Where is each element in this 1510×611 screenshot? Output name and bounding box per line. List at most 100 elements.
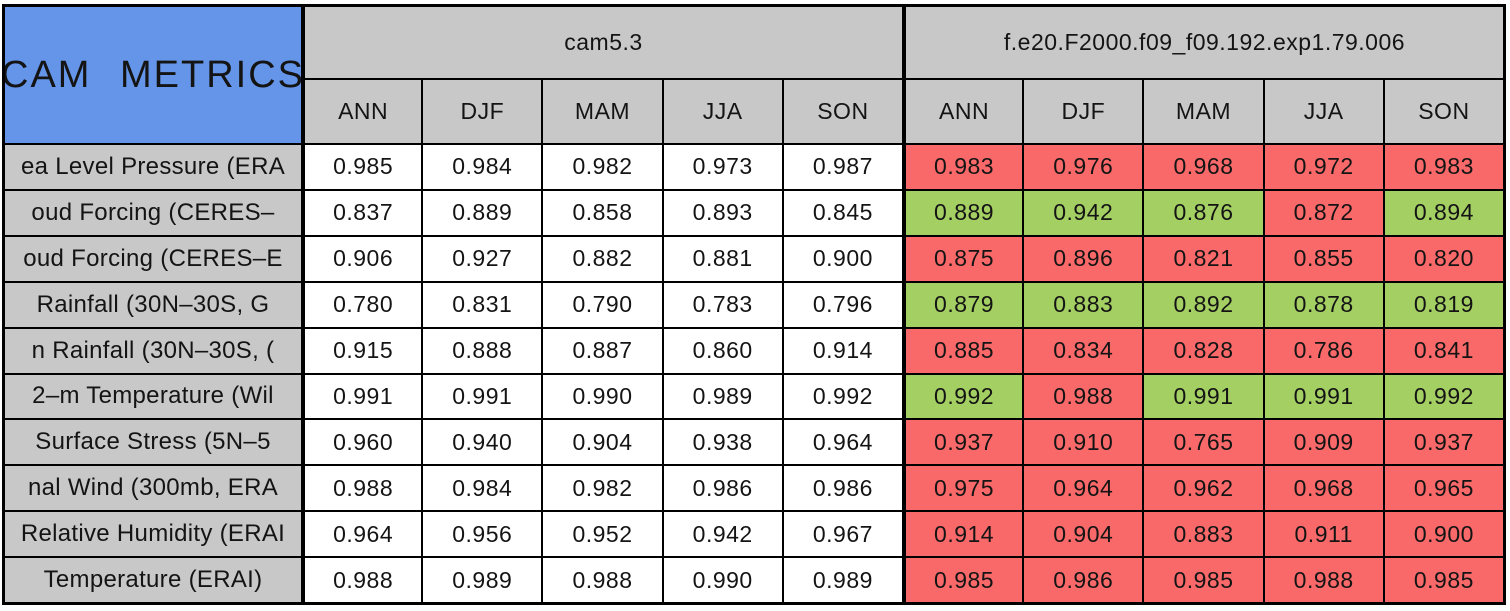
season-header-exp-ann: ANN	[903, 80, 1023, 143]
metric-value-cam: 0.988	[303, 558, 422, 602]
metric-value-exp-better: 0.992	[1384, 374, 1503, 419]
column-group-cam5-3: cam5.3	[303, 7, 902, 78]
metric-value-cam: 0.973	[663, 145, 782, 189]
metric-value-cam: 0.989	[783, 558, 902, 602]
row-label: Surface Stress (5N–5	[5, 420, 301, 465]
metric-value-cam: 0.796	[783, 282, 902, 327]
metric-value-exp-worse: 0.972	[1264, 145, 1383, 189]
column-group-experiment: f.e20.F2000.f09_f09.192.exp1.79.006	[903, 7, 1503, 78]
metric-value-exp-worse: 0.909	[1264, 420, 1383, 465]
metric-value-exp-better: 0.889	[903, 190, 1023, 235]
metric-value-cam: 0.906	[303, 236, 422, 281]
metric-value-exp-worse: 0.786	[1264, 328, 1383, 373]
metric-value-cam: 0.904	[543, 420, 662, 465]
season-header-exp-djf: DJF	[1024, 80, 1143, 143]
metric-value-exp-better: 0.992	[903, 374, 1023, 419]
metric-value-exp-better: 0.819	[1384, 282, 1503, 327]
metric-value-exp-worse: 0.985	[1384, 558, 1503, 602]
metric-value-cam: 0.985	[303, 145, 422, 189]
metric-value-exp-better: 0.894	[1384, 190, 1503, 235]
metric-value-exp-worse: 0.820	[1384, 236, 1503, 281]
metric-value-cam: 0.790	[543, 282, 662, 327]
metric-value-exp-worse: 0.855	[1264, 236, 1383, 281]
metric-value-exp-worse: 0.964	[1024, 466, 1143, 511]
metric-value-exp-worse: 0.976	[1024, 145, 1143, 189]
metric-value-cam: 0.893	[663, 190, 782, 235]
row-label: oud Forcing (CERES–	[5, 190, 301, 235]
metric-value-cam: 0.984	[423, 466, 542, 511]
metric-value-exp-worse: 0.914	[903, 512, 1023, 557]
metric-value-cam: 0.988	[543, 558, 662, 602]
metric-value-cam: 0.837	[303, 190, 422, 235]
season-header-cam-djf: DJF	[423, 80, 542, 143]
metric-value-cam: 0.940	[423, 420, 542, 465]
metric-value-exp-worse: 0.821	[1144, 236, 1263, 281]
season-header-exp-jja: JJA	[1264, 80, 1383, 143]
metric-value-exp-worse: 0.904	[1024, 512, 1143, 557]
metric-value-exp-worse: 0.937	[903, 420, 1023, 465]
metric-value-exp-worse: 0.983	[1384, 145, 1503, 189]
metric-value-exp-worse: 0.875	[903, 236, 1023, 281]
metric-value-cam: 0.889	[423, 190, 542, 235]
row-label: 2–m Temperature (Wil	[5, 374, 301, 419]
metric-value-cam: 0.986	[663, 466, 782, 511]
season-header-cam-ann: ANN	[303, 80, 422, 143]
metric-value-cam: 0.887	[543, 328, 662, 373]
metric-value-cam: 0.900	[783, 236, 902, 281]
season-header-cam-son: SON	[783, 80, 902, 143]
metric-value-cam: 0.860	[663, 328, 782, 373]
metric-value-cam: 0.831	[423, 282, 542, 327]
metric-value-cam: 0.964	[783, 420, 902, 465]
metric-value-exp-worse: 0.985	[1144, 558, 1263, 602]
row-label: ea Level Pressure (ERA	[5, 145, 301, 189]
metric-value-cam: 0.956	[423, 512, 542, 557]
metric-value-cam: 0.967	[783, 512, 902, 557]
metric-value-cam: 0.982	[543, 145, 662, 189]
season-header-exp-mam: MAM	[1144, 80, 1263, 143]
metric-value-exp-worse: 0.883	[1144, 512, 1263, 557]
metric-value-exp-worse: 0.828	[1144, 328, 1263, 373]
metric-value-exp-worse: 0.885	[903, 328, 1023, 373]
metric-value-exp-better: 0.878	[1264, 282, 1383, 327]
metric-value-cam: 0.942	[663, 512, 782, 557]
metric-value-cam: 0.888	[423, 328, 542, 373]
metric-value-exp-worse: 0.985	[903, 558, 1023, 602]
season-header-cam-mam: MAM	[543, 80, 662, 143]
metric-value-cam: 0.927	[423, 236, 542, 281]
metric-value-cam: 0.783	[663, 282, 782, 327]
metric-value-exp-worse: 0.900	[1384, 512, 1503, 557]
metric-value-cam: 0.882	[543, 236, 662, 281]
metric-value-exp-worse: 0.965	[1384, 466, 1503, 511]
metric-value-exp-worse: 0.988	[1264, 558, 1383, 602]
metric-value-exp-better: 0.876	[1144, 190, 1263, 235]
metric-value-exp-worse: 0.988	[1024, 374, 1143, 419]
row-label: oud Forcing (CERES–E	[5, 236, 301, 281]
metric-value-cam: 0.938	[663, 420, 782, 465]
season-header-exp-son: SON	[1384, 80, 1503, 143]
row-label: n Rainfall (30N–30S, (	[5, 328, 301, 373]
metric-value-exp-better: 0.991	[1264, 374, 1383, 419]
metric-value-exp-worse: 0.968	[1264, 466, 1383, 511]
metric-value-cam: 0.984	[423, 145, 542, 189]
metric-value-exp-worse: 0.841	[1384, 328, 1503, 373]
metric-value-exp-worse: 0.911	[1264, 512, 1383, 557]
metric-value-cam: 0.990	[663, 558, 782, 602]
metric-value-exp-worse: 0.910	[1024, 420, 1143, 465]
metric-value-exp-worse: 0.983	[903, 145, 1023, 189]
metric-value-exp-worse: 0.975	[903, 466, 1023, 511]
metric-value-cam: 0.988	[303, 466, 422, 511]
metric-value-cam: 0.858	[543, 190, 662, 235]
cam-metrics-table: CAM METRICS cam5.3 f.e20.F2000.f09_f09.1…	[2, 4, 1506, 605]
metric-value-cam: 0.964	[303, 512, 422, 557]
metric-value-cam: 0.982	[543, 466, 662, 511]
metric-value-cam: 0.991	[303, 374, 422, 419]
metric-value-cam: 0.992	[783, 374, 902, 419]
metric-value-cam: 0.914	[783, 328, 902, 373]
metric-value-exp-worse: 0.896	[1024, 236, 1143, 281]
metric-value-cam: 0.952	[543, 512, 662, 557]
row-label: Rainfall (30N–30S, G	[5, 282, 301, 327]
metric-value-cam: 0.960	[303, 420, 422, 465]
metric-value-cam: 0.986	[783, 466, 902, 511]
table-title: CAM METRICS	[5, 7, 301, 143]
